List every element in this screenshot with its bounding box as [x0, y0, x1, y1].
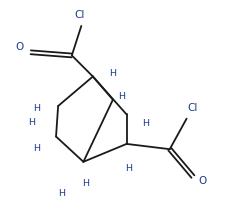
- Text: O: O: [197, 176, 206, 186]
- Text: Cl: Cl: [74, 10, 84, 20]
- Text: H: H: [57, 189, 65, 198]
- Text: H: H: [33, 104, 40, 113]
- Text: H: H: [82, 179, 89, 188]
- Text: H: H: [142, 119, 148, 128]
- Text: H: H: [28, 118, 35, 127]
- Text: H: H: [125, 164, 132, 173]
- Text: H: H: [117, 92, 124, 101]
- Text: H: H: [33, 144, 40, 153]
- Text: O: O: [15, 42, 23, 52]
- Text: Cl: Cl: [187, 103, 197, 113]
- Text: H: H: [109, 69, 116, 78]
